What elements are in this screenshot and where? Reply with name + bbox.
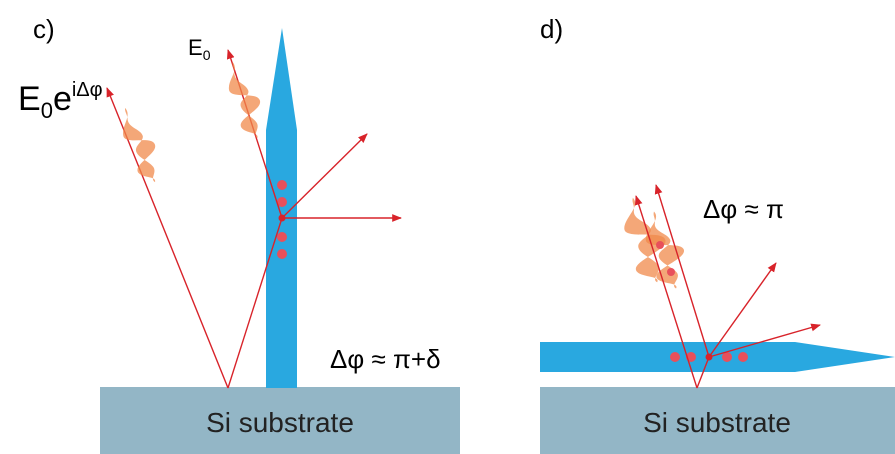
phase-label: Δφ ≈ π [703, 194, 784, 224]
panel-d: d) Si substrate Δφ ≈ π [540, 14, 895, 454]
panel-label: c) [33, 14, 55, 44]
substrate-label: Si substrate [206, 407, 354, 438]
phase-label: Δφ ≈ π+δ [330, 344, 441, 374]
substrate-label: Si substrate [643, 407, 791, 438]
field-label: E0 [188, 35, 211, 63]
wave-packet [221, 58, 271, 142]
field-label: E0eiΔφ [18, 79, 103, 123]
panel-label: d) [540, 14, 563, 44]
panel-c: c) Si substrate E0eiΔφ E0 Δφ ≈ π+δ [18, 14, 460, 454]
figure: c) Si substrate E0eiΔφ E0 Δφ ≈ π+δ d) Si… [0, 0, 895, 454]
wave-packet [114, 103, 168, 187]
nanowire [540, 342, 895, 372]
